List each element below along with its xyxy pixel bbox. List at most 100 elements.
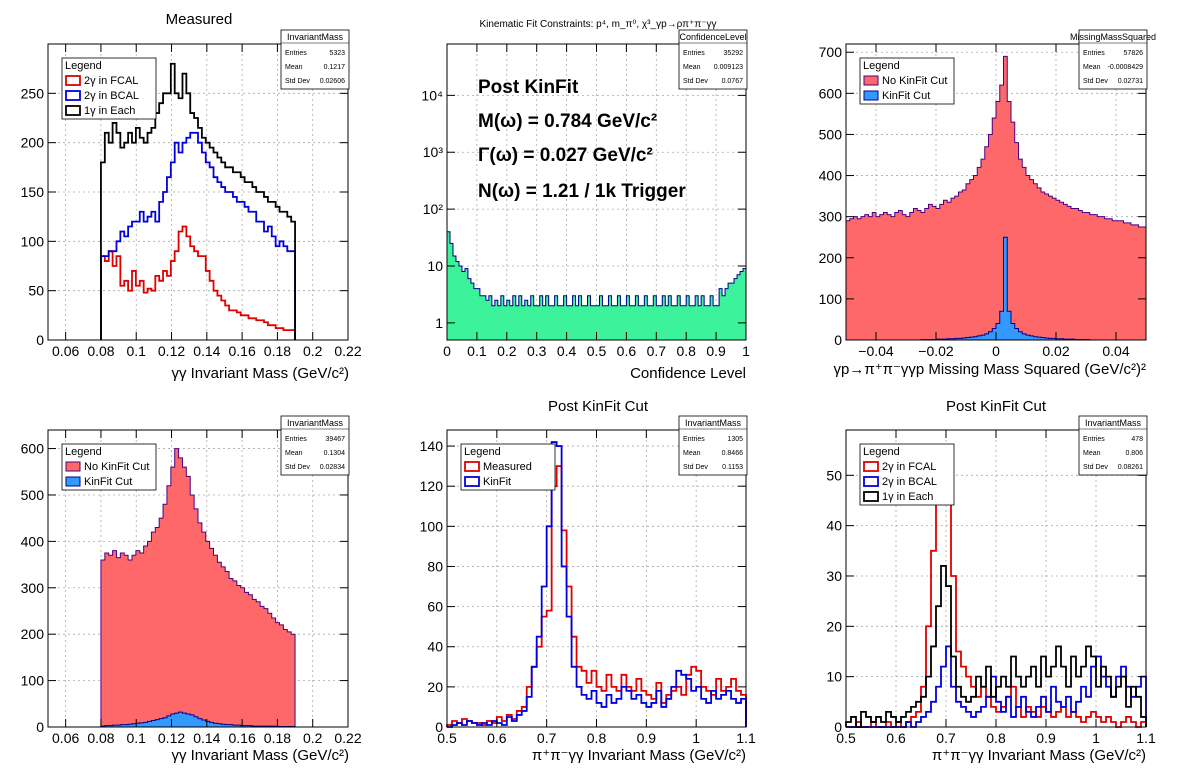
panel-3-legend-title: Legend: [863, 60, 900, 72]
panel-1-series-2-hist: [100, 131, 296, 340]
panel-5-xtick-label: 0.6: [487, 730, 507, 746]
panel-4-xtick-label: 0.18: [264, 730, 291, 746]
panel-1-stats-label: Mean: [285, 64, 303, 71]
panel-6-legend-swatch: [863, 476, 879, 487]
panel-4-ytick-label: 100: [21, 673, 45, 689]
panel-5-legend-swatch: [464, 476, 480, 487]
panel-6-xtick-label: 0.7: [936, 730, 956, 746]
panel-confidence-level: Kinematic Fit Constraints: p⁴, m_π⁰, χ³_…: [421, 19, 750, 382]
panel-5-xlabel: π⁺π⁻γγ Invariant Mass (GeV/c²): [532, 747, 746, 764]
panel-2-xtick-label: 0.4: [557, 343, 577, 359]
panel-3-legend-swatch: [863, 75, 879, 86]
panel-1-legend-swatch: [65, 90, 81, 101]
panel-6-legend-entry: 2γ in BCAL: [882, 476, 937, 488]
annotation-omega-yield: N(ω) = 1.21 / 1k Trigger: [478, 181, 686, 202]
annotation-post-kinfit: Post KinFit: [478, 77, 579, 98]
panel-2-xtick-label: 0.7: [647, 343, 667, 359]
panel-4-plot: 0.06 0.08 0.1 0.12 0.14 0.16 0.18 0.2 0.22 0 100 20…: [21, 415, 362, 746]
panel-6-xtick-label: 0.8: [986, 730, 1006, 746]
panel-1-series-3-hist: [100, 62, 296, 340]
panel-4-stats-label: Entries: [285, 436, 307, 443]
panel-4-ytick-label: 400: [21, 533, 45, 549]
panel-5-stats-value: 0.1153: [722, 464, 743, 471]
panel-1-stats-value: 5323: [329, 50, 345, 57]
panel-4-ytick-label: 600: [21, 441, 45, 457]
panel-4-series-1-hist: [100, 448, 296, 728]
panel-2-ytick-label: 10³: [423, 144, 444, 160]
panel-6-legend-box: [859, 443, 955, 506]
panel-6-stats-value: 478: [1131, 436, 1143, 443]
panel-1-legend-entry: 2γ in BCAL: [84, 90, 139, 102]
panel-6-xtick-label: 0.5: [836, 730, 856, 746]
panel-6-xlabel: π⁺π⁻γγ Invariant Mass (GeV/c²): [932, 747, 1146, 764]
panel-1-stats-box: [280, 29, 350, 90]
panel-5-xtick-label: 0.8: [587, 730, 607, 746]
panel-3-xtick-label: 0: [992, 343, 1000, 359]
panel-4-stats-value: 0.02834: [320, 464, 345, 471]
panel-5-ytick-label: 40: [427, 639, 443, 655]
panel-4-xtick-label: 0.1: [127, 730, 147, 746]
panel-3-xtick-label: −0.02: [918, 343, 954, 359]
panel-2-stats-value: 0.0767: [722, 78, 744, 85]
panel-2-xtick-label: 0.9: [706, 343, 726, 359]
panel-1-xtick-label: 0.16: [228, 343, 255, 359]
panel-3-stats-box: [1078, 29, 1148, 90]
panel-4-xtick-label: 0.12: [158, 730, 185, 746]
panel-6-legend-swatch: [863, 491, 879, 502]
panel-1-stats-title: InvariantMass: [287, 32, 344, 42]
panel-2-plot: 0 0.1 0.2 0.3 0.4 0.5 0.6 0.7 0.8 0.9 1 1 10 10² 10³ 10…: [421, 29, 750, 359]
panel-4-xtick-label: 0.08: [87, 730, 114, 746]
panel-5-ytick-label: 0: [435, 719, 443, 735]
panel-1-legend-swatch: [65, 75, 81, 86]
panel-6-legend-swatch: [863, 461, 879, 472]
panel-2-ytick-label: 10²: [423, 201, 444, 217]
panel-2-xtick-label: 0: [443, 343, 451, 359]
panel-6-legend-entry: 1γ in Each: [882, 491, 933, 503]
panel-4-ytick-label: 300: [21, 580, 45, 596]
panel-1-legend-entry: 2γ in FCAL: [84, 75, 138, 87]
panel-1-xtick-label: 0.08: [87, 343, 114, 359]
panel-4-legend-swatch: [65, 476, 81, 487]
panel-3-stats-value: 0.02731: [1118, 78, 1143, 85]
panel-1-xtick-label: 0.06: [52, 343, 79, 359]
panel-6-legend-entry: 2γ in FCAL: [882, 461, 936, 473]
panel-1-stats-label: Std Dev: [285, 78, 310, 85]
panel-3-ytick-label: 500: [819, 126, 843, 142]
panel-3-ytick-label: 700: [819, 44, 843, 60]
panel-5-ytick-label: 80: [427, 558, 443, 574]
panel-5-title: Post KinFit Cut: [548, 398, 649, 415]
panel-6-xtick-label: 1.1: [1136, 730, 1156, 746]
panel-5-ytick-label: 140: [420, 438, 444, 454]
panel-4-xtick-label: 0.14: [193, 730, 220, 746]
panel-2-stats-title: ConfidenceLevel: [679, 32, 746, 42]
panel-4-stats-value: 0.1304: [324, 450, 346, 457]
panel-6-stats-value: 0.806: [1125, 450, 1143, 457]
panel-1-xtick-label: 0.1: [127, 343, 147, 359]
panel-3-legend-swatch: [863, 90, 879, 101]
panel-5-plot: 0.5 0.6 0.7 0.8 0.9 1 1.1 0 20 40 60 80 100 120 140 Inv…: [420, 415, 756, 746]
panel-6-ytick-label: 0: [834, 719, 842, 735]
panel-3-legend-entry: KinFit Cut: [882, 90, 930, 102]
panel-1-xtick-label: 0.22: [334, 343, 361, 359]
panel-1-legend-title: Legend: [65, 60, 102, 72]
panel-4-stats-label: Std Dev: [285, 464, 310, 471]
panel-4-ytick-label: 500: [21, 487, 45, 503]
panel-2-stats-label: Entries: [683, 50, 705, 57]
annotation-omega-width: Γ(ω) = 0.027 GeV/c²: [478, 145, 653, 166]
panel-2-ytick-label: 1: [435, 315, 443, 331]
panel-2-ytick-label: 10⁴: [421, 87, 443, 103]
panel-3-plot: −0.04 −0.02 0 0.02 0.04 0 100 200 300 400 500 600 70…: [819, 29, 1156, 359]
panel-1-title: Measured: [166, 11, 233, 28]
panel-measured: Measured 0.06 0.08 0.1 0.12 0.14 0.16 0.18 0.2 0…: [21, 11, 362, 382]
panel-4-stats-label: Mean: [285, 450, 303, 457]
panel-6-ytick-label: 10: [826, 669, 842, 685]
panel-4-ytick-label: 0: [36, 719, 44, 735]
panel-6-stats-box: [1078, 415, 1148, 476]
panel-post-kinfit-measured: Post KinFit Cut 0.5 0.6 0.7 0.8 0.9 1 1.1 0 20 40…: [420, 398, 756, 764]
panel-5-legend-swatch: [464, 461, 480, 472]
panel-5-stats-label: Mean: [683, 450, 701, 457]
panel-1-xlabel: γγ Invariant Mass (GeV/c²): [171, 365, 349, 382]
panel-5-stats-value: 1305: [727, 436, 743, 443]
panel-post-kinfit-split: Post KinFit Cut 0.5 0.6 0.7 0.8 0.9 1 1.1 0 10 20…: [826, 398, 1156, 764]
panel-2-stats-label: Std Dev: [683, 78, 708, 85]
